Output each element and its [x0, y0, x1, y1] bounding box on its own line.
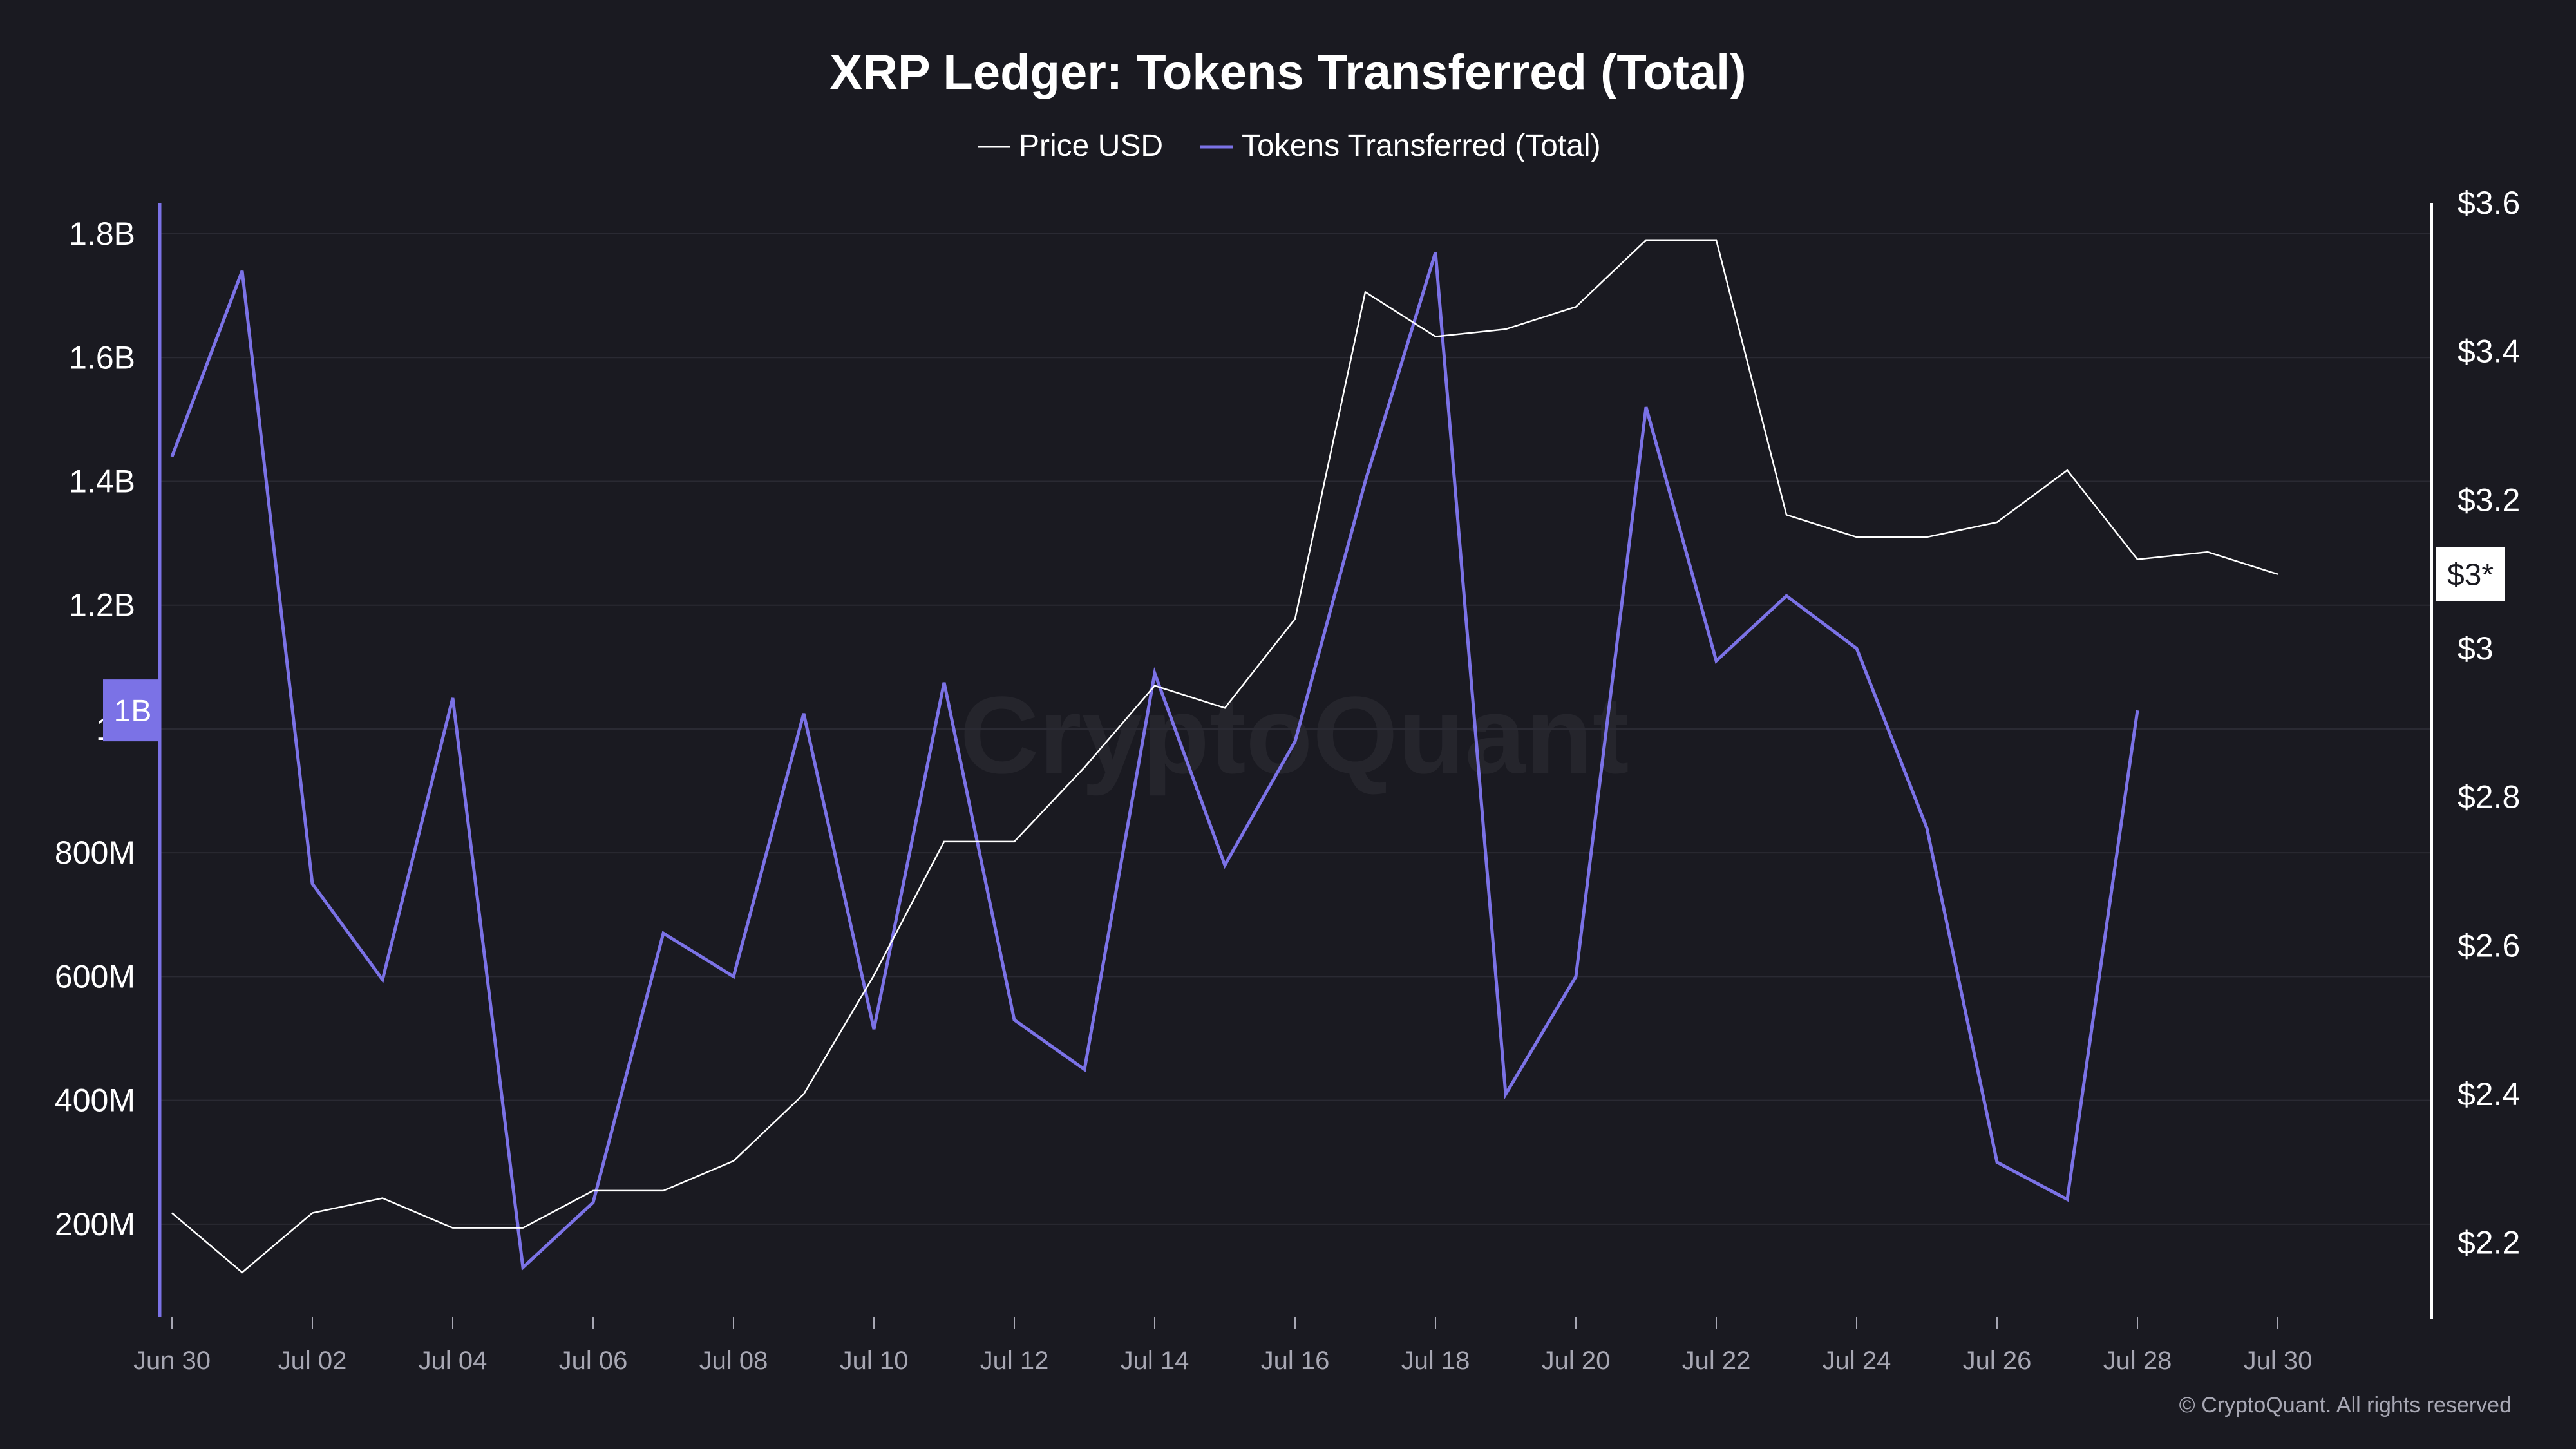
watermark: CryptoQuant	[960, 674, 1629, 797]
marker-right-box	[2436, 547, 2505, 601]
series-line-tokens-transferred	[170, 252, 2139, 1271]
series	[170, 239, 2278, 1274]
y-left-tick-label: 1.2B	[69, 587, 135, 623]
y-right-tick-label: $3.4	[2458, 334, 2520, 370]
x-tick-label: Jul 10	[840, 1347, 909, 1375]
x-tick-label: Jul 04	[419, 1347, 488, 1375]
marker-right-label: $3*	[2447, 558, 2494, 592]
x-tick-label: Jul 20	[1542, 1347, 1611, 1375]
y-left-tick-label: 200M	[55, 1206, 135, 1242]
y-right-tick-label: $3	[2458, 630, 2494, 667]
marker-left-label: 1B	[114, 694, 152, 728]
y-left-tick-label: 800M	[55, 835, 135, 871]
y-right-tick-label: $3.6	[2458, 185, 2520, 221]
legend-label-price: Price USD	[1019, 129, 1163, 163]
x-tick-label: Jul 22	[1682, 1347, 1751, 1375]
y-right-tick-label: $2.6	[2458, 927, 2520, 963]
x-tick-label: Jul 30	[2244, 1347, 2313, 1375]
legend-label-tokens: Tokens Transferred (Total)	[1242, 129, 1601, 163]
x-tick-label: Jul 08	[699, 1347, 768, 1375]
y-right-tick-label: $2.4	[2458, 1076, 2520, 1112]
y-left-tick-label: 1.8B	[69, 216, 135, 252]
axes: 200M 400M 600M 800M 1B 1.2B 1.4B 1.6B 1.8B $2.2 $2…	[55, 185, 2520, 1375]
y-left-tick-label: 600M	[55, 958, 135, 994]
x-tick-label: Jul 26	[1963, 1347, 2032, 1375]
y-left-tick-label: 400M	[55, 1083, 135, 1119]
y-left-tick-label: 1.4B	[69, 464, 135, 500]
y-right-tick-label: $2.2	[2458, 1225, 2520, 1261]
markers: 1B $3*	[103, 547, 2505, 742]
y-right-tick-label: $2.8	[2458, 779, 2520, 815]
x-tick-label: Jul 18	[1401, 1347, 1470, 1375]
x-tick-label: Jul 06	[559, 1347, 628, 1375]
y-right-tick-label: $3.2	[2458, 482, 2520, 518]
x-tick-label: Jul 24	[1823, 1347, 1891, 1375]
series-line-price-usd	[171, 239, 2278, 1274]
chart-title: XRP Ledger: Tokens Transferred (Total)	[829, 45, 1746, 100]
marker-left-box	[103, 679, 160, 742]
x-tick-label: Jul 16	[1261, 1347, 1330, 1375]
copyright: © CryptoQuant. All rights reserved	[2179, 1393, 2512, 1417]
x-tick-label: Jul 28	[2103, 1347, 2172, 1375]
legend: Price USD Tokens Transferred (Total)	[978, 129, 1601, 163]
x-tick-label: Jul 02	[278, 1347, 347, 1375]
y-left-tick-label: 1.6B	[69, 339, 135, 375]
x-tick-label: Jul 12	[980, 1347, 1049, 1375]
x-tick-label: Jun 30	[133, 1347, 211, 1375]
x-tick-label: Jul 14	[1121, 1347, 1189, 1375]
